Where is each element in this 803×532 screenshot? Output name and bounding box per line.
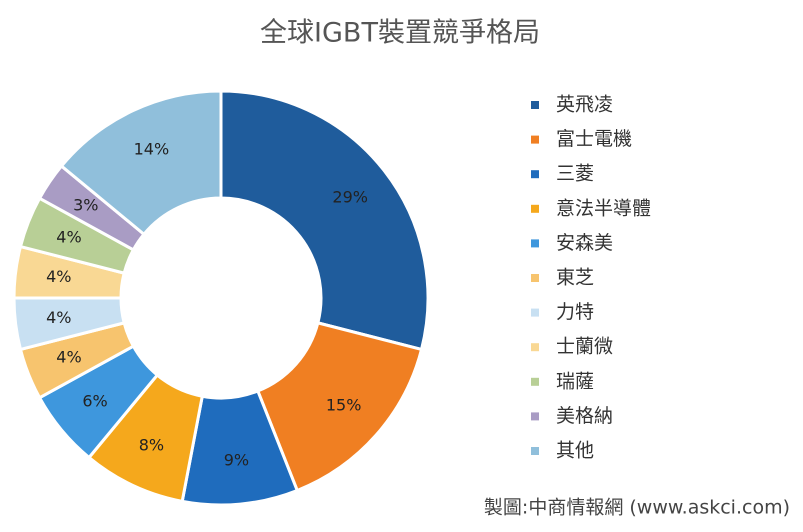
legend-swatch	[531, 135, 539, 144]
legend-swatch	[531, 274, 539, 282]
legend-swatch	[531, 204, 539, 213]
data-label: 3%	[73, 196, 98, 215]
legend-label: 瑞薩	[556, 370, 594, 392]
chart-title: 全球IGBT裝置競爭格局	[260, 18, 540, 49]
data-label: 8%	[139, 435, 164, 454]
legend-label: 意法半導體	[556, 197, 651, 219]
legend-label: 三菱	[556, 163, 594, 185]
legend-swatch	[531, 170, 539, 179]
legend-label: 美格納	[556, 405, 613, 427]
data-label: 9%	[224, 450, 249, 469]
legend-label: 英飛凌	[556, 94, 613, 116]
data-label: 4%	[56, 227, 81, 246]
data-label: 4%	[56, 348, 81, 367]
legend-label: 士蘭微	[556, 336, 613, 358]
donut-segment	[255, 321, 424, 493]
source: 製圖:中商情報網 (www.askci.com)	[484, 497, 790, 519]
data-label: 4%	[46, 308, 71, 327]
legend-swatch	[531, 377, 539, 386]
data-label: 4%	[46, 267, 71, 286]
data-label: 6%	[82, 392, 107, 411]
donut-segment	[219, 89, 430, 352]
data-label: 14%	[134, 140, 170, 159]
legend-label: 東芝	[556, 267, 594, 289]
legend-swatch	[531, 343, 539, 352]
legend-label: 安森美	[556, 232, 613, 254]
legend-swatch	[531, 412, 539, 421]
legend-swatch	[531, 308, 539, 317]
legend-label: 力特	[556, 301, 594, 323]
legend-swatch	[531, 239, 539, 248]
legend-label: 富士電機	[556, 128, 632, 150]
legend-swatch	[531, 447, 539, 455]
legend-label: 其他	[556, 440, 594, 462]
donut-segment	[59, 89, 223, 237]
legend-swatch	[531, 101, 539, 109]
data-label: 15%	[326, 396, 362, 415]
data-label: 29%	[332, 187, 368, 206]
